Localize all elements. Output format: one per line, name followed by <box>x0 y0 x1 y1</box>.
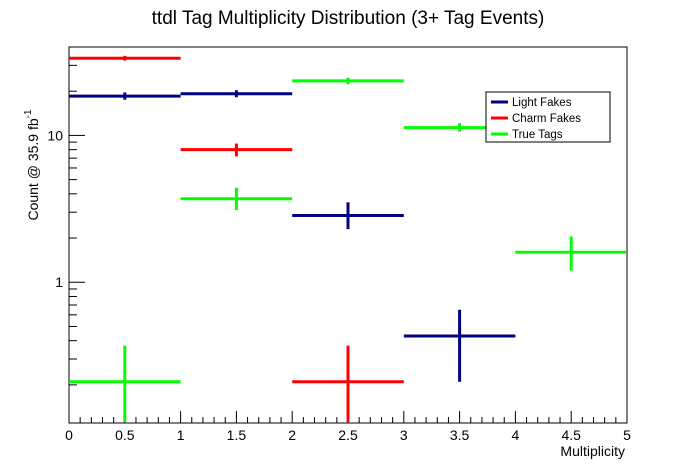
series-true-tags <box>69 77 626 422</box>
chart-title: ttdl Tag Multiplicity Distribution (3+ T… <box>152 8 545 29</box>
data-point <box>180 187 293 211</box>
data-point <box>292 202 404 230</box>
y-tick-label: 10 <box>47 127 63 143</box>
x-tick-label: 0.5 <box>115 427 135 443</box>
y-tick-labels: 1 10 <box>47 127 63 290</box>
legend-label: Charm Fakes <box>512 113 581 125</box>
x-tick-label: 3 <box>400 427 408 443</box>
x-tick-label: 0 <box>65 427 73 443</box>
data-point <box>292 345 404 422</box>
data-point <box>403 309 516 382</box>
series-layer <box>69 55 626 422</box>
legend: Light Fakes Charm Fakes True Tags <box>485 91 611 143</box>
x-tick-label: 5 <box>623 427 631 443</box>
x-tick-label: 2.5 <box>338 427 358 443</box>
x-tick-label: 1.5 <box>227 427 247 443</box>
minor-ticks <box>68 46 628 423</box>
data-point <box>69 92 181 100</box>
x-tick-labels: 0 0.5 1 1.5 2 2.5 3 3.5 4 4.5 5 <box>65 427 631 443</box>
y-tick-label: 1 <box>55 274 63 290</box>
data-point <box>180 90 293 98</box>
data-point <box>69 345 181 422</box>
x-tick-label: 1 <box>177 427 185 443</box>
legend-label: Light Fakes <box>512 97 572 109</box>
x-tick-label: 4 <box>512 427 520 443</box>
series-light-fakes <box>69 90 516 382</box>
series-charm-fakes <box>69 55 404 422</box>
y-axis-title: Count @ 35.9 fb-1 <box>23 109 41 221</box>
data-point <box>515 236 626 271</box>
data-point <box>180 143 293 157</box>
y-axis-title-main: Count @ 35.9 fb <box>25 118 41 220</box>
x-axis-title: Multiplicity <box>560 443 625 459</box>
x-tick-label: 3.5 <box>450 427 470 443</box>
y-axis-title-sup: -1 <box>23 109 34 118</box>
legend-label: True Tags <box>512 129 563 141</box>
data-point <box>69 55 181 61</box>
x-tick-label: 4.5 <box>561 427 581 443</box>
data-point <box>292 77 404 85</box>
x-tick-label: 2 <box>288 427 296 443</box>
